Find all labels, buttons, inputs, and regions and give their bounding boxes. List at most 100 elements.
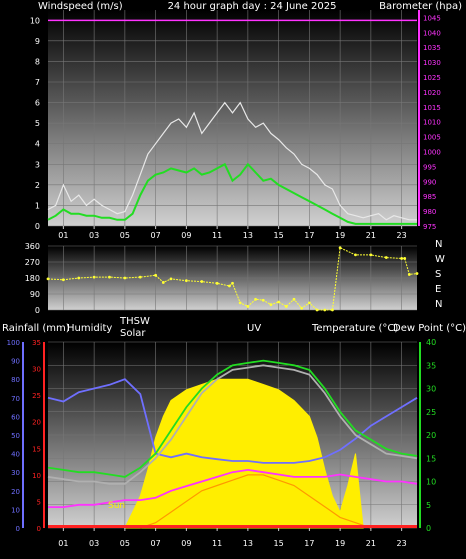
hour-tick-label: 01 (58, 539, 68, 548)
hour-tick-label: 13 (243, 231, 253, 240)
temperature-axis-label: Temperature (°C) (311, 323, 398, 334)
hour-tick-label: 15 (274, 539, 284, 548)
wind-avg-line (47, 162, 417, 225)
dewpoint-axis-label: Dew Point (°C) (393, 323, 466, 334)
barometer-ticks: 975 980 985 990 995 1000 1005 1010 1015 1020 1025 1… (418, 10, 441, 231)
humidity-tick-label: 40 (11, 451, 20, 459)
windspeed-tick-label: 5 (35, 119, 40, 128)
rainfall-tick-label: 30 (32, 366, 41, 374)
barometer-tick-label: 995 (423, 163, 436, 171)
windspeed-tick-label: 6 (35, 99, 40, 108)
barometer-tick-label: 1030 (423, 59, 441, 67)
direction-tick-label: 360 (25, 242, 40, 251)
hour-tick-label: 03 (89, 231, 99, 240)
hour-tick-label: 19 (335, 231, 345, 240)
windspeed-tick-label: 0 (35, 222, 40, 231)
humidity-tick-label: 10 (11, 506, 20, 514)
barometer-tick-label: 1000 (423, 149, 441, 157)
compass-label: S (435, 269, 441, 280)
rainfall-tick-label: 5 (37, 498, 41, 506)
barometer-tick-label: 980 (423, 208, 436, 216)
hour-tick-label: 09 (181, 539, 191, 548)
humidity-tick-label: 90 (11, 358, 20, 366)
hour-tick-label: 11 (212, 539, 222, 548)
hour-tick-label: 23 (397, 231, 407, 240)
windspeed-tick-label: 7 (35, 78, 40, 87)
hour-tick-label: 15 (274, 231, 284, 240)
wind-plot-area (48, 10, 417, 226)
rainfall-tick-label: 35 (32, 339, 41, 347)
direction-tick-label: 90 (30, 290, 40, 299)
climate-panel: Rainfall (mm) Humidity THSW Solar UV Tem… (2, 316, 466, 548)
direction-series (46, 246, 419, 312)
barometer-tick-label: 1025 (423, 74, 441, 82)
hour-tick-label: 05 (120, 231, 130, 240)
windspeed-tick-label: 10 (30, 16, 40, 25)
compass-label: N (435, 239, 442, 250)
windspeed-ticks: 0 1 2 3 4 5 6 7 8 9 10 (30, 16, 40, 231)
hour-tick-label: 21 (366, 231, 376, 240)
humidity-tick-label: 80 (11, 376, 20, 384)
solar-area (124, 378, 364, 529)
windspeed-tick-label: 8 (35, 57, 40, 66)
direction-point (384, 256, 388, 259)
temperature-line (47, 359, 418, 478)
windspeed-tick-label: 3 (35, 160, 40, 169)
windspeed-tick-label: 9 (35, 37, 40, 46)
dew-point-line (48, 468, 418, 509)
barometer-tick-label: 990 (423, 178, 436, 186)
humidity-ticks: 0 10 20 30 40 50 60 70 80 90 100 (7, 339, 24, 533)
barometer-tick-label: 985 (423, 193, 436, 201)
temperature-tick-label: 15 (426, 454, 436, 463)
chart-title: 24 hour graph day : 24 June 2025 (168, 1, 337, 12)
hour-tick-label: 23 (397, 539, 407, 548)
rainfall-tick-label: 15 (32, 445, 41, 453)
windspeed-tick-label: 1 (35, 201, 40, 210)
direction-degree-ticks: 0 90 180 270 360 (25, 242, 40, 315)
direction-tick-label: 180 (25, 274, 40, 283)
thsw-line (47, 364, 418, 485)
direction-point (123, 276, 127, 280)
windspeed-tick-label: 4 (35, 140, 40, 149)
humidity-tick-label: 100 (7, 339, 20, 347)
temperature-tick-label: 40 (426, 338, 436, 347)
humidity-tick-label: 20 (11, 488, 20, 496)
rainfall-tick-label: 25 (32, 392, 41, 400)
windspeed-tick-label: 2 (35, 181, 40, 190)
hour-tick-label: 13 (243, 539, 253, 548)
hour-tick-label: 21 (366, 539, 376, 548)
temperature-tick-label: 10 (426, 478, 436, 487)
wind-barometer-panel: Windspeed (m/s) 24 hour graph day : 24 J… (30, 1, 462, 240)
hour-tick-label: 11 (212, 231, 222, 240)
humidity-tick-label: 50 (11, 432, 20, 440)
direction-point (46, 277, 50, 281)
uv-line (140, 474, 372, 529)
thsw-axis-label: THSW (119, 316, 150, 327)
wind-series (47, 19, 417, 225)
temperature-tick-label: 30 (426, 385, 436, 394)
humidity-line (47, 378, 418, 464)
temperature-tick-label: 5 (426, 501, 431, 510)
rainfall-axis-label: Rainfall (mm) (2, 323, 70, 334)
sun-legend-label: Sun (108, 501, 125, 511)
barometer-tick-label: 1035 (423, 44, 441, 52)
barometer-tick-label: 1040 (423, 29, 441, 37)
barometer-tick-label: 975 (423, 223, 436, 231)
direction-point (415, 272, 419, 275)
rainfall-tick-label: 0 (37, 525, 41, 533)
solar-axis-label: Solar (120, 328, 146, 339)
wind-speed-line (47, 101, 417, 221)
temperature-tick-label: 20 (426, 431, 436, 440)
hour-tick-label: 07 (151, 231, 161, 240)
hour-tick-label: 09 (181, 231, 191, 240)
rainfall-tick-label: 10 (32, 472, 41, 480)
uv-axis-label: UV (247, 323, 261, 334)
compass-label: W (435, 254, 445, 265)
wind-hour-ticks: 01 03 05 07 09 11 13 15 17 19 21 23 (58, 226, 407, 240)
direction-point (138, 275, 142, 279)
humidity-tick-label: 30 (11, 469, 20, 477)
temperature-tick-label: 35 (426, 361, 436, 370)
barometer-tick-label: 1020 (423, 89, 441, 97)
